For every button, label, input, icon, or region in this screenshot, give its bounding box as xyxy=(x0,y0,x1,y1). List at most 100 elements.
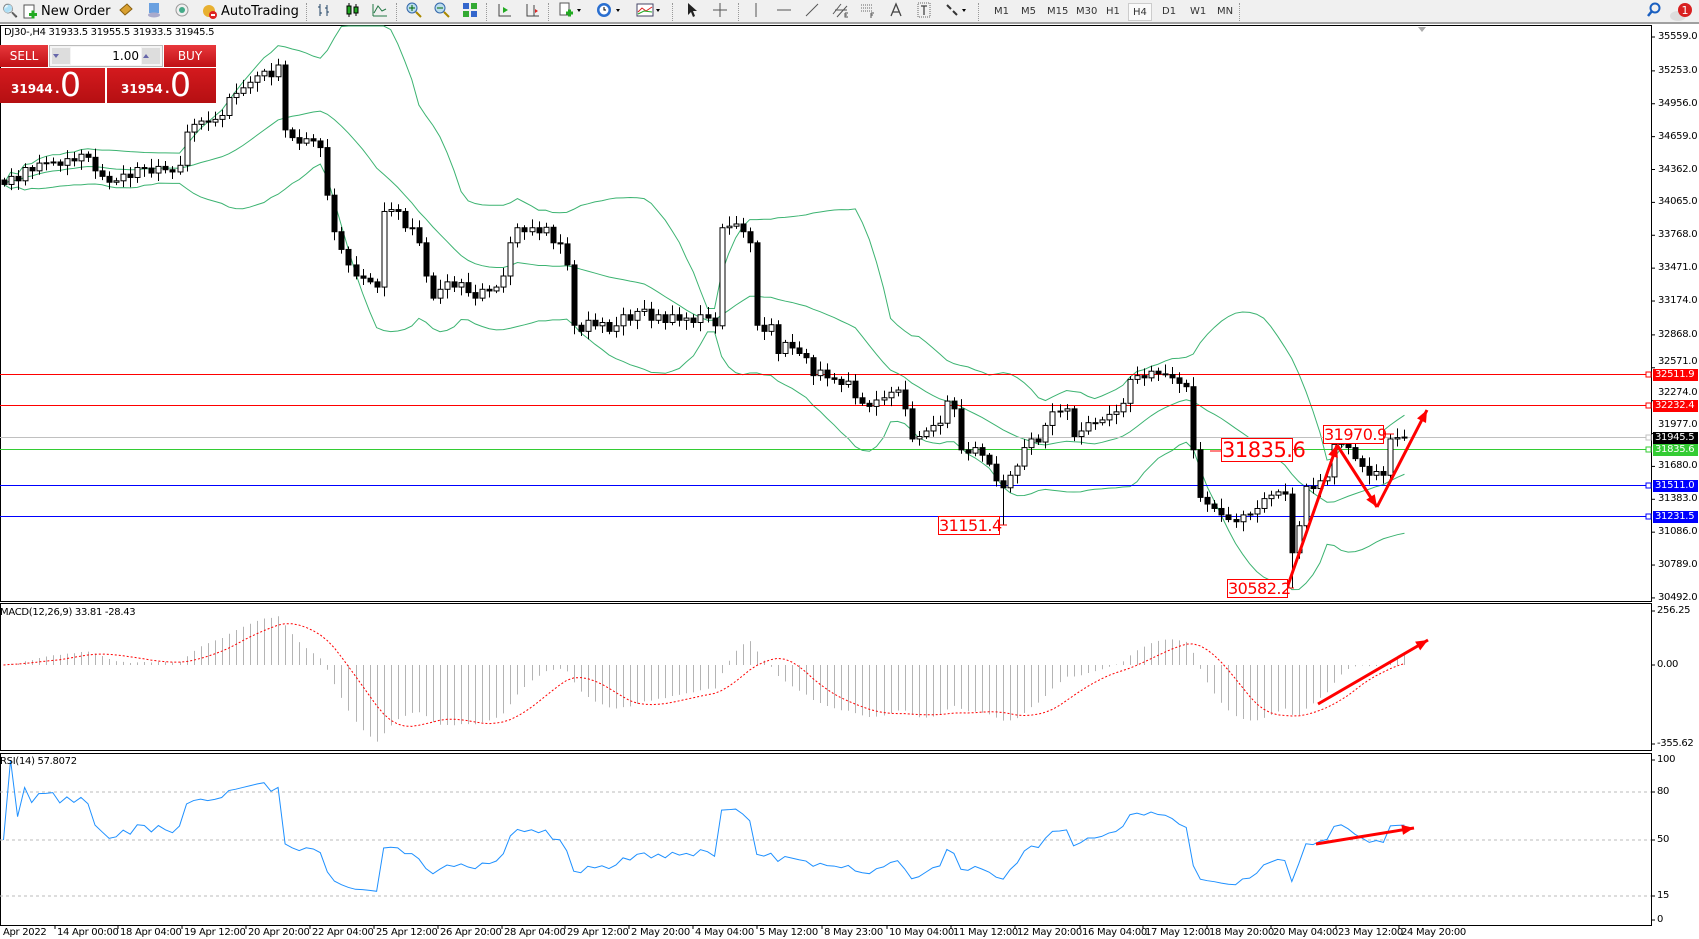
time-axis-label: 18 Apr 04:00 xyxy=(120,927,182,938)
bull-candle-body xyxy=(873,399,880,407)
candle xyxy=(310,134,317,147)
bear-candle-body xyxy=(1282,491,1289,495)
lot-size-input[interactable] xyxy=(71,47,141,65)
candle xyxy=(57,159,64,172)
candle xyxy=(529,219,536,236)
candle xyxy=(212,111,219,127)
period-m5[interactable]: M5 xyxy=(1021,6,1036,17)
toolbar: 🔍 New Order AutoTrading M1 M5 M15 M30 H1… xyxy=(0,0,1699,24)
lot-increase-button[interactable] xyxy=(142,48,160,64)
bear-candle-body xyxy=(353,264,360,277)
candle xyxy=(205,111,212,131)
price-tick-label: 31977.0 xyxy=(1658,419,1698,430)
bull-candle-body xyxy=(50,161,57,164)
time-axis-label: 17 May 12:00 xyxy=(1145,927,1210,938)
candle xyxy=(726,216,733,235)
candle xyxy=(1183,379,1190,393)
red-arrow-down-icon xyxy=(1335,444,1379,508)
candle xyxy=(486,285,493,298)
candle xyxy=(972,441,979,457)
autotrading-button[interactable]: AutoTrading xyxy=(202,2,299,21)
candle xyxy=(381,202,388,297)
rsi-label: RSI(14) 57.8072 xyxy=(0,756,77,767)
period-m15[interactable]: M15 xyxy=(1047,6,1069,17)
bear-candle-body xyxy=(1218,507,1225,516)
bear-candle-body xyxy=(852,380,859,399)
candle xyxy=(1282,483,1289,501)
candle xyxy=(852,374,859,405)
candle xyxy=(120,165,127,188)
period-m1[interactable]: M1 xyxy=(994,6,1009,17)
candle xyxy=(817,361,824,381)
candle xyxy=(902,380,909,417)
bull-candle-body xyxy=(388,209,395,212)
candle xyxy=(1000,474,1007,525)
buy-price-box[interactable]: 31954 . 0 xyxy=(107,65,216,104)
candle xyxy=(472,284,479,306)
bull-candle-body xyxy=(1021,447,1028,467)
candle xyxy=(845,372,852,388)
candle xyxy=(15,170,22,190)
level-price-tag: 31511.0 xyxy=(1653,479,1698,492)
level-price-tag: 32232.4 xyxy=(1653,399,1698,412)
period-h1[interactable]: H1 xyxy=(1106,6,1120,17)
time-axis-label: 2 May 20:00 xyxy=(631,927,690,938)
bull-candle-body xyxy=(1275,491,1282,496)
candle xyxy=(789,334,796,355)
bear-candle-body xyxy=(740,223,747,233)
candle xyxy=(388,202,395,217)
candle xyxy=(859,392,866,406)
period-mn[interactable]: MN xyxy=(1217,6,1234,17)
sell-price-box[interactable]: 31944 . 0 xyxy=(0,65,105,104)
bull-candle-body xyxy=(916,436,923,440)
bear-candle-body xyxy=(423,242,430,277)
macd-signal-line xyxy=(3,623,1405,727)
candle xyxy=(85,151,92,162)
zoom-icon[interactable]: 🔍 xyxy=(2,4,19,19)
level-price-tag: 31231.5 xyxy=(1653,510,1698,523)
candle xyxy=(1049,403,1056,436)
lot-decrease-button[interactable] xyxy=(52,48,70,64)
time-axis-label: 19 Apr 12:00 xyxy=(184,927,246,938)
candle xyxy=(1028,432,1035,455)
candle xyxy=(247,76,254,94)
candle xyxy=(226,93,233,120)
candle xyxy=(1387,434,1394,480)
candle xyxy=(289,127,296,142)
candle xyxy=(641,300,648,316)
bear-candle-body xyxy=(85,153,92,158)
period-m30[interactable]: M30 xyxy=(1076,6,1098,17)
sell-button[interactable]: SELL xyxy=(0,45,48,67)
candle xyxy=(1211,500,1218,513)
bull-candle-body xyxy=(507,242,514,277)
bear-candle-body xyxy=(1071,408,1078,438)
bear-candle-body xyxy=(557,242,564,245)
bear-candle-body xyxy=(909,408,916,440)
period-w1[interactable]: W1 xyxy=(1190,6,1207,17)
bear-candle-body xyxy=(838,378,845,385)
time-axis-label: 2 Apr 2022 xyxy=(0,927,47,938)
candle xyxy=(36,154,43,175)
bear-candle-body xyxy=(902,389,909,410)
bull-candle-body xyxy=(1049,411,1056,426)
period-d1[interactable]: D1 xyxy=(1162,6,1177,17)
candle xyxy=(1225,506,1232,523)
bear-candle-body xyxy=(486,288,493,292)
bull-candle-body xyxy=(620,314,627,327)
candle xyxy=(106,171,113,190)
candle xyxy=(78,149,85,170)
macd-panel-frame xyxy=(0,603,1652,751)
price-tick-label: 30789.0 xyxy=(1658,559,1698,571)
candle xyxy=(1380,466,1387,484)
new-order-button[interactable]: New Order xyxy=(22,2,110,21)
bull-candle-body xyxy=(1127,378,1134,404)
price-tick-label: 30492.0 xyxy=(1658,591,1698,603)
period-h4[interactable]: H4 xyxy=(1128,3,1152,21)
bull-candle-body xyxy=(381,210,388,288)
candle xyxy=(951,397,958,418)
buy-button[interactable]: BUY xyxy=(164,45,216,67)
bear-candle-body xyxy=(993,463,1000,482)
candle xyxy=(374,278,381,293)
candle xyxy=(430,272,437,301)
